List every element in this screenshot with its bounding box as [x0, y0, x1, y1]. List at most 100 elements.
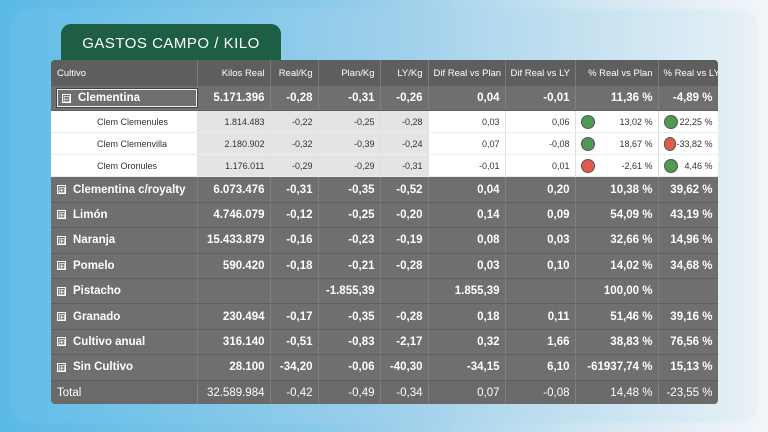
table-row-granado[interactable]: ⊞ Granado 230.494 -0,17 -0,35 -0,28 0,18 0,11 51… — [51, 303, 718, 330]
collapsed-groups: ⊞ Clementina c/royalty 6.073.476 -0,31 -0,35… — [51, 176, 718, 381]
cell: 1.814.483 — [197, 110, 271, 134]
cell: 0,11 — [505, 303, 576, 330]
cell: 10,38 % — [575, 176, 659, 203]
expand-toggle-icon[interactable]: ⊞ — [57, 337, 66, 348]
cell: 0,01 — [505, 154, 576, 178]
header-pct-real-plan[interactable]: % Real vs Plan — [575, 60, 659, 86]
cell: -0,21 — [318, 253, 381, 279]
header-ly-kg[interactable]: LY/Kg — [380, 60, 429, 86]
cell: -0,28 — [380, 253, 429, 279]
cell: 34,68 % — [658, 253, 718, 279]
cell: -0,17 — [270, 303, 319, 330]
cell: 76,56 % — [658, 329, 718, 356]
cell: 22,25 % — [658, 110, 718, 134]
row-label-cell[interactable]: ⊞ Clementina c/royalty — [51, 176, 198, 203]
expand-toggle-icon[interactable]: ⊞ — [57, 185, 66, 196]
cell: 0,07 — [428, 380, 506, 404]
cell — [197, 278, 271, 305]
cell: 0,09 — [505, 202, 576, 229]
expand-toggle-icon[interactable]: ⊞ — [57, 312, 66, 322]
cell: 230.494 — [197, 303, 271, 330]
cell: -2,17 — [380, 329, 429, 356]
row-label: Naranja — [73, 234, 116, 247]
status-dot-icon — [663, 136, 677, 151]
cell: -34,20 — [270, 354, 319, 381]
report-title: GASTOS CAMPO / KILO — [82, 34, 260, 52]
cell: 1,66 — [505, 329, 576, 356]
cell: 0,32 — [428, 329, 506, 356]
row-label-cell[interactable]: ⊞ Naranja — [51, 227, 198, 254]
expand-toggle-icon[interactable]: ⊞ — [57, 235, 66, 246]
cell: -34,15 — [428, 354, 506, 381]
table-row-royalty[interactable]: ⊞ Clementina c/royalty 6.073.476 -0,31 -0,35… — [51, 176, 718, 203]
header-cultivo[interactable]: Cultivo — [51, 60, 198, 86]
row-label-cell[interactable]: ⊞ Limón — [51, 202, 198, 229]
report-title-tab: GASTOS CAMPO / KILO — [61, 24, 281, 62]
cell: -0,35 — [318, 176, 381, 203]
expand-toggle-icon[interactable]: ⊞ — [57, 286, 66, 297]
cell: -0,24 — [380, 132, 429, 156]
row-label-cell[interactable]: ⊞ Pomelo — [51, 253, 198, 279]
table-row-anual[interactable]: ⊞ Cultivo anual 316.140 -0,51 -0,83 -2,17 0,32… — [51, 329, 718, 356]
table-row-pomelo[interactable]: ⊞ Pomelo 590.420 -0,18 -0,21 -0,28 0,03 0,10 14,… — [51, 253, 718, 279]
row-label-cell[interactable]: ⊞ Cultivo anual — [51, 329, 198, 356]
cell: -0,20 — [380, 202, 429, 229]
cell: 51,46 % — [575, 303, 659, 330]
cell: 0,04 — [428, 176, 506, 203]
matrix-table-panel: Cultivo Kilos Real Real/Kg Plan/Kg LY/Kg… — [51, 60, 718, 404]
cell: -40,30 — [380, 354, 429, 381]
row-label: Pistacho — [73, 285, 121, 298]
cell: -0,34 — [380, 380, 429, 404]
cell: -0,06 — [318, 354, 381, 381]
header-kilos-real[interactable]: Kilos Real — [197, 60, 271, 86]
table-row-clem-clemenules[interactable]: Clem Clemenules 1.814.483 -0,22 -0,25 -0… — [51, 110, 718, 134]
cell: 316.140 — [197, 329, 271, 356]
cell: 0,20 — [505, 176, 576, 203]
row-label-cell[interactable]: ⊞ Granado — [51, 303, 198, 330]
cell: 0,04 — [428, 86, 506, 112]
cell: -0,39 — [318, 132, 381, 156]
expand-toggle-icon[interactable]: ⊞ — [57, 362, 66, 373]
cell: 0,06 — [505, 110, 576, 134]
header-dif-real-ly[interactable]: Dif Real vs LY — [505, 60, 576, 86]
collapse-toggle-icon[interactable]: ⊟ — [62, 93, 71, 104]
table-row-naranja[interactable]: ⊞ Naranja 15.433.879 -0,16 -0,23 -0,19 0,08 0,0… — [51, 227, 718, 254]
row-label: Clem Clemenvilla — [51, 132, 198, 156]
cell: -0,22 — [270, 110, 319, 134]
expand-toggle-icon[interactable]: ⊞ — [57, 261, 66, 272]
row-label-cell[interactable]: ⊞ Pistacho — [51, 278, 198, 305]
cell: 11,36 % — [575, 86, 659, 112]
cell-value: 18,67 % — [619, 138, 653, 149]
selected-cell-outline[interactable]: ⊟ Clementina — [56, 88, 198, 109]
cell: -0,28 — [380, 303, 429, 330]
row-label: Clem Clemenules — [51, 110, 198, 134]
table-row-clem-clemenvilla[interactable]: Clem Clemenvilla 2.180.902 -0,32 -0,39 -… — [51, 132, 718, 156]
cell: 2.180.902 — [197, 132, 271, 156]
row-label-cell[interactable]: ⊞ Sin Cultivo — [51, 354, 198, 381]
cell: 38,83 % — [575, 329, 659, 356]
cell: -33,82 % — [658, 132, 718, 156]
cell: 590.420 — [197, 253, 271, 279]
cell: -0,25 — [318, 202, 381, 229]
header-plan-kg[interactable]: Plan/Kg — [318, 60, 381, 86]
cell: -0,28 — [380, 110, 429, 134]
cell: 0,07 — [428, 132, 506, 156]
table-row-limon[interactable]: ⊞ Limón 4.746.079 -0,12 -0,25 -0,20 0,14 0,09 54… — [51, 202, 718, 229]
table-row-clem-oronules[interactable]: Clem Oronules 1.176.011 -0,29 -0,29 -0,3… — [51, 154, 718, 178]
header-real-kg[interactable]: Real/Kg — [270, 60, 319, 86]
cell: -0,23 — [318, 227, 381, 254]
header-dif-real-plan[interactable]: Dif Real vs Plan — [428, 60, 506, 86]
cell: 6,10 — [505, 354, 576, 381]
row-label-cell[interactable]: ⊟ Clementina — [51, 86, 198, 112]
cell: 0,03 — [505, 227, 576, 254]
row-label: Clementina c/royalty — [73, 183, 186, 196]
cell: -0,19 — [380, 227, 429, 254]
cell: -0,12 — [270, 202, 319, 229]
cell: 5.171.396 — [197, 86, 271, 112]
expand-toggle-icon[interactable]: ⊞ — [57, 210, 66, 221]
header-pct-real-ly[interactable]: % Real vs LY — [658, 60, 718, 86]
cell: -0,16 — [270, 227, 319, 254]
table-row-pistacho[interactable]: ⊞ Pistacho -1.855,39 1.855,39 100,00 % — [51, 278, 718, 305]
table-row-sin[interactable]: ⊞ Sin Cultivo 28.100 -34,20 -0,06 -40,30 -34,1… — [51, 354, 718, 381]
table-row-clementina[interactable]: ⊟ Clementina 5.171.396 -0,28 -0,31 -0,26 … — [51, 86, 718, 112]
